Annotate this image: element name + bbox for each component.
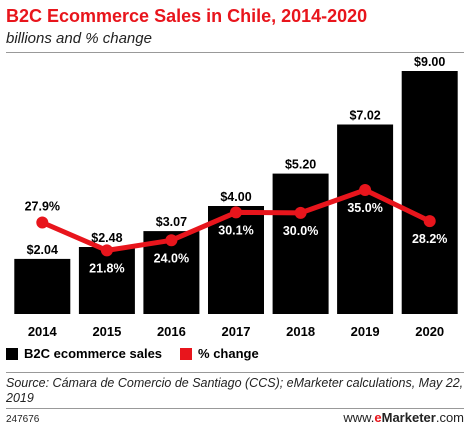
chart-title: B2C Ecommerce Sales in Chile, 2014-2020 (6, 6, 368, 26)
line-group (36, 184, 436, 257)
legend: B2C ecommerce sales % change (6, 346, 277, 361)
legend-swatch-change (180, 347, 193, 360)
legend-label-sales: B2C ecommerce sales (24, 346, 163, 361)
footer-divider (6, 408, 464, 409)
change-point-2017 (230, 206, 242, 219)
x-axis: 2014 2015 2016 2017 2018 2019 2020 (28, 324, 444, 339)
change-label-2014: 27.9% (25, 200, 60, 214)
change-label-2018: 30.0% (283, 224, 318, 238)
brand-com: .com (435, 410, 464, 425)
change-label-2016: 24.0% (154, 251, 189, 265)
bar-2020 (401, 71, 458, 314)
source-note: Source: Cámara de Comercio de Santiago (… (6, 376, 464, 405)
x-tick-2017: 2017 (222, 324, 251, 339)
change-point-2018 (294, 206, 307, 219)
x-tick-2019: 2019 (351, 324, 380, 339)
source-divider (6, 372, 464, 373)
top-rule (6, 52, 464, 53)
legend-item-change: % change (180, 346, 259, 361)
bar-label-2019: $7.02 (349, 109, 380, 123)
brand-www: www. (343, 410, 375, 425)
change-label-2019: 35.0% (347, 201, 382, 215)
brand-name: Marketer (381, 410, 436, 425)
change-point-2016 (165, 234, 178, 247)
bar-label-2018: $5.20 (285, 158, 316, 172)
bar-label-2016: $3.07 (156, 215, 187, 229)
change-point-2014 (36, 216, 49, 229)
change-label-2017: 30.1% (218, 223, 253, 237)
change-label-2015: 21.8% (89, 261, 124, 275)
x-tick-2020: 2020 (415, 324, 444, 339)
change-point-2019 (359, 184, 372, 196)
change-point-2020 (423, 215, 436, 228)
bar-2019 (337, 124, 394, 314)
bar-label-2014: $2.04 (27, 243, 58, 257)
chart-id: 247676 (6, 414, 40, 425)
labels-group: $2.04 $2.48 $3.07 $4.00 $5.20 $7.02 $9.00 27.9%… (25, 55, 448, 275)
brand-logo: www.eMarketer.com (343, 410, 464, 425)
bar-2017 (208, 206, 264, 314)
chart-subtitle: billions and % change (6, 30, 152, 47)
x-tick-2016: 2016 (157, 324, 186, 339)
bar-2018 (272, 173, 329, 314)
bar-label-2015: $2.48 (91, 231, 122, 245)
bar-2014 (14, 258, 71, 314)
legend-item-sales: B2C ecommerce sales (6, 346, 162, 361)
bar-label-2017: $4.00 (220, 190, 251, 204)
brand-e: e (374, 410, 382, 425)
chart: $2.04 $2.48 $3.07 $4.00 $5.20 $7.02 $9.00 27.9%… (6, 52, 464, 339)
change-point-2015 (100, 244, 113, 257)
x-tick-2014: 2014 (28, 324, 58, 339)
x-tick-2015: 2015 (92, 324, 121, 339)
legend-swatch-sales (6, 347, 18, 360)
bar-label-2020: $9.00 (414, 55, 445, 69)
bars-group (14, 71, 458, 314)
bar-2015 (78, 247, 135, 314)
x-tick-2018: 2018 (286, 324, 315, 339)
change-label-2020: 28.2% (412, 232, 447, 246)
legend-label-change: % change (198, 346, 259, 361)
